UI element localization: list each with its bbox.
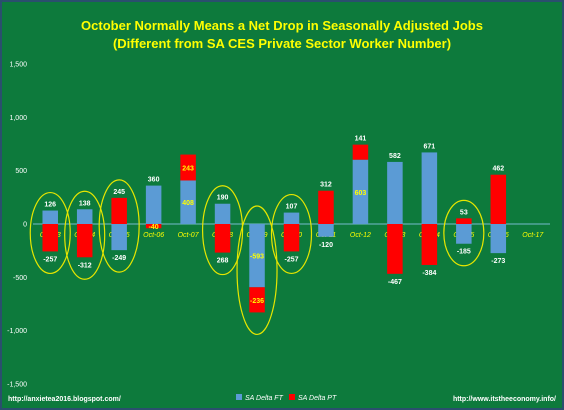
bar-ft xyxy=(76,209,93,224)
bar-pt xyxy=(352,144,369,160)
legend: SA Delta FT SA Delta PT xyxy=(236,394,337,402)
chart-title: October Normally Means a Net Drop in Sea… xyxy=(81,18,483,33)
data-label: 360 xyxy=(148,177,160,184)
data-label: 190 xyxy=(217,195,229,202)
y-tick-label: -500 xyxy=(13,275,27,282)
y-tick-label: 500 xyxy=(15,168,27,175)
data-label-inside: -593 xyxy=(250,254,264,261)
footer-link-right[interactable]: http://www.itstheeconomy.info/ xyxy=(453,396,556,403)
bar-pt xyxy=(76,224,93,258)
data-label-inside: -40 xyxy=(149,224,159,231)
highlight-ellipse xyxy=(201,185,244,276)
highlight-ellipse xyxy=(270,193,313,275)
bar-ft xyxy=(456,224,472,244)
bar-pt xyxy=(145,224,162,229)
data-label: -185 xyxy=(457,249,471,256)
bar-ft xyxy=(111,224,127,251)
highlight-ellipse xyxy=(29,191,71,275)
data-label: 126 xyxy=(44,202,56,209)
highlight-ellipse xyxy=(64,190,106,280)
data-label: 582 xyxy=(389,153,401,160)
data-label: 268 xyxy=(217,258,229,265)
x-tick-label: Oct-07 xyxy=(178,232,200,239)
bar-ft xyxy=(145,185,162,224)
footer-link-left[interactable]: http://anxietea2016.blogspot.com/ xyxy=(8,396,121,403)
bar-ft xyxy=(490,224,507,254)
legend-swatch-pt xyxy=(289,394,295,400)
bar-pt xyxy=(456,218,472,224)
bar-ft xyxy=(421,152,438,224)
bar-ft xyxy=(283,212,300,224)
bar-pt xyxy=(283,224,300,252)
label-layer: 126 -257 138 -312 245 -249 360 -40 408 243 190 268 -… xyxy=(43,136,505,305)
legend-label-ft: SA Delta FT xyxy=(245,395,284,402)
data-label: 138 xyxy=(79,200,91,207)
bar-pt xyxy=(490,174,507,224)
highlight-ellipse xyxy=(236,205,278,336)
bar-ft xyxy=(387,161,403,224)
legend-label-pt: SA Delta PT xyxy=(298,395,337,402)
y-tick-label: -1,500 xyxy=(7,382,27,389)
x-tick-label: Oct-17 xyxy=(522,232,544,239)
y-tick-label: 0 xyxy=(23,222,27,229)
data-label: -384 xyxy=(422,270,436,277)
bar-layer xyxy=(42,144,507,313)
bar-pt xyxy=(214,224,231,253)
bar-ft xyxy=(249,224,265,288)
x-tick-label: Oct-12 xyxy=(350,232,371,239)
data-label: 107 xyxy=(286,204,298,211)
bar-pt xyxy=(318,190,334,224)
bar-pt xyxy=(249,287,265,313)
bar-pt xyxy=(180,154,196,181)
y-tick-label: 1,000 xyxy=(9,115,27,122)
bar-pt xyxy=(387,224,403,274)
highlight-ellipse xyxy=(98,179,140,273)
data-label: -257 xyxy=(284,256,298,263)
data-label: -120 xyxy=(319,242,333,249)
data-label: 462 xyxy=(492,166,504,173)
data-label: 53 xyxy=(460,209,468,216)
data-label: 141 xyxy=(355,136,367,143)
bar-ft xyxy=(318,224,334,237)
circle-layer xyxy=(29,179,485,336)
data-label-inside: 408 xyxy=(182,200,194,207)
legend-swatch-ft xyxy=(236,394,242,400)
data-label-inside: 243 xyxy=(182,166,194,173)
bar-ft xyxy=(214,203,231,224)
data-label-inside: -236 xyxy=(250,298,264,305)
data-label: 671 xyxy=(424,143,436,150)
data-label: -273 xyxy=(491,258,505,265)
bar-pt xyxy=(421,224,438,265)
data-label: -249 xyxy=(112,255,126,262)
highlight-ellipse xyxy=(443,199,485,267)
bar-pt xyxy=(111,197,127,224)
bar-ft xyxy=(180,180,196,224)
data-label: -257 xyxy=(43,256,57,263)
data-label: 245 xyxy=(113,189,125,196)
chart-subtitle: (Different from SA CES Private Sector Wo… xyxy=(113,36,451,51)
data-label: -312 xyxy=(78,262,92,269)
data-label: 312 xyxy=(320,182,332,189)
bar-ft xyxy=(352,159,369,224)
data-label-inside: 603 xyxy=(355,190,367,197)
y-tick-label: -1,000 xyxy=(7,328,27,335)
bar-ft xyxy=(42,210,58,224)
data-label: -467 xyxy=(388,279,402,286)
x-tick-label: Oct-06 xyxy=(143,232,164,239)
y-tick-label: 1,500 xyxy=(9,62,27,69)
bar-pt xyxy=(42,224,58,252)
